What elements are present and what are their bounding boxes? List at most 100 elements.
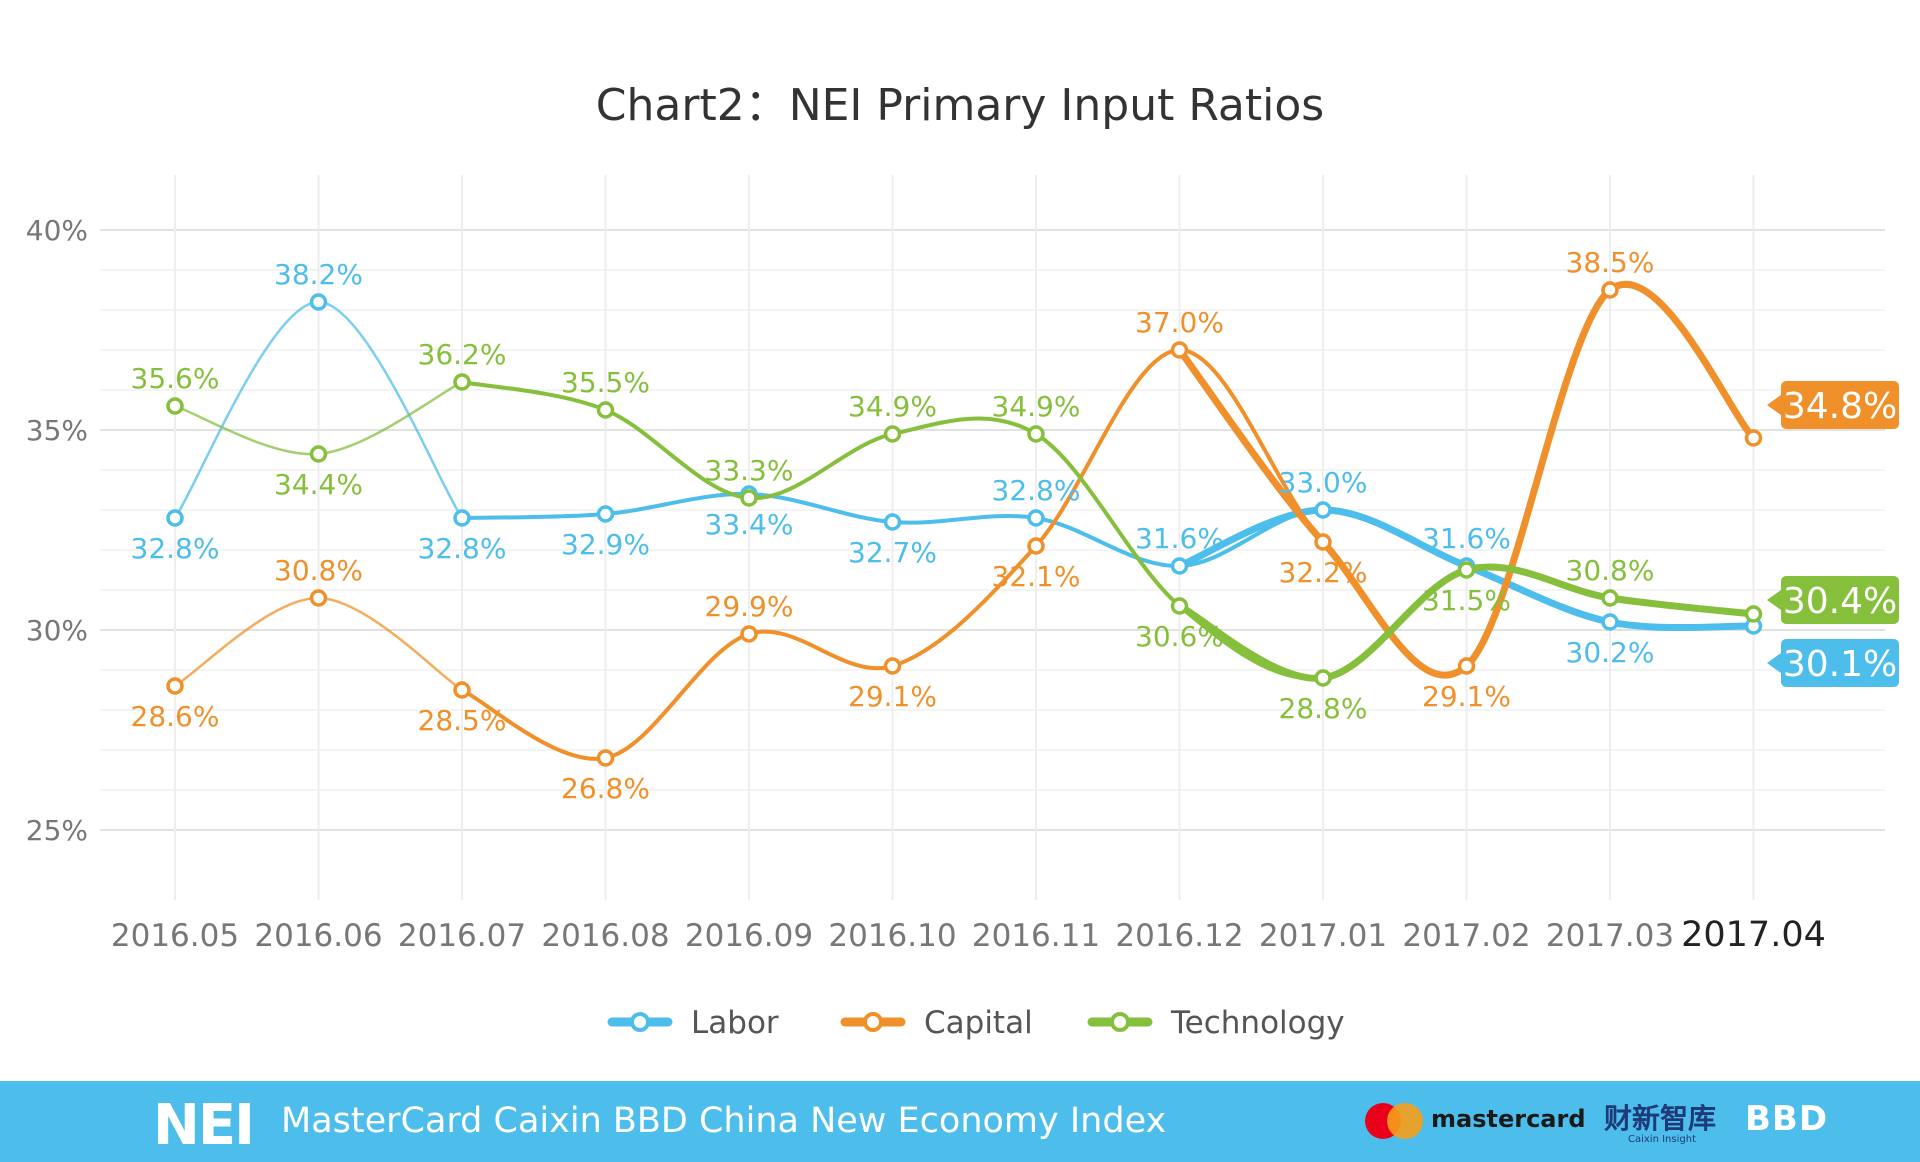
data-label-technology: 36.2% [418,338,507,371]
x-tick-label: 2016.09 [685,918,813,954]
data-label-capital: 30.8% [274,554,363,587]
data-point-technology [453,373,471,391]
chart-title: Chart2：NEI Primary Input Ratios [596,80,1324,131]
data-label-labor: 38.2% [274,258,363,291]
mastercard-logo-icon [1365,1103,1423,1139]
end-badge-labor [1767,639,1899,687]
x-tick-label: 2017.03 [1546,918,1674,954]
data-point-capital [1744,429,1763,447]
data-label-labor: 31.6% [1422,522,1511,555]
line-chart: Chart2：NEI Primary Input Ratios 25% 30% 35%… [26,80,1899,1041]
x-tick-label: 2016.07 [398,918,526,954]
data-point-labor [166,509,184,527]
data-point-technology [1457,561,1476,579]
data-point-capital [1601,281,1619,299]
end-badge-label-technology: 30.4% [1783,581,1897,622]
x-tick-label: 2017.02 [1402,918,1530,954]
data-label-labor: 32.9% [561,528,650,561]
data-label-capital: 37.0% [1135,306,1224,339]
data-label-technology: 34.9% [848,390,937,423]
data-point-labor [883,513,902,531]
legend-label-labor: Labor [691,1005,779,1041]
data-point-labor [453,509,471,527]
data-point-technology [596,401,615,419]
data-label-technology: 31.5% [1422,584,1511,617]
data-point-capital [166,677,184,695]
data-point-technology [740,489,758,507]
legend-marker-technology [1110,1012,1130,1032]
data-point-technology [1601,589,1619,607]
y-tick-label: 25% [26,814,88,847]
data-label-labor: 30.2% [1566,636,1655,669]
end-badge-label-labor: 30.1% [1783,644,1897,685]
data-label-capital: 29.1% [848,680,937,713]
data-point-labor [596,505,615,523]
y-tick-label: 30% [26,614,88,647]
y-tick-label: 40% [26,214,88,247]
data-point-labor [1170,557,1189,575]
data-label-technology: 28.8% [1279,692,1368,725]
data-point-capital [1457,657,1476,675]
data-label-technology: 33.3% [705,454,794,487]
data-label-capital: 26.8% [561,772,650,805]
data-point-capital [453,681,471,699]
data-label-technology: 35.6% [131,362,220,395]
data-point-technology [1314,669,1332,687]
data-label-labor: 33.4% [705,508,794,541]
legend-marker-labor [630,1012,650,1032]
mastercard-wordmark: mastercard [1431,1105,1586,1133]
data-point-technology [1027,425,1045,443]
end-badge-capital [1767,381,1899,429]
data-point-technology [883,425,902,443]
x-tick-label: 2016.10 [828,918,956,954]
data-point-technology [1170,597,1189,615]
data-point-technology [166,397,184,415]
data-label-capital: 28.5% [418,704,507,737]
data-label-labor: 32.8% [418,532,507,565]
bbd-logo: BBD [1745,1099,1829,1139]
data-point-capital [596,749,615,767]
x-tick-label: 2016.12 [1115,918,1243,954]
series-line-capital [461,282,1755,761]
data-label-capital: 29.1% [1422,680,1511,713]
data-point-technology [309,445,328,463]
data-point-labor [1027,509,1045,527]
y-tick-label: 35% [26,414,88,447]
data-label-capital: 32.1% [992,560,1081,593]
data-point-capital [1027,537,1045,555]
data-label-labor: 32.8% [992,474,1081,507]
caixin-logo: 财新智库 [1604,1102,1717,1135]
x-tick-label: 2016.06 [254,918,382,954]
data-point-technology [1744,605,1763,623]
data-label-technology: 30.6% [1135,620,1224,653]
x-tick-label: 2016.05 [111,918,239,954]
data-point-labor [1601,613,1619,631]
data-label-technology: 34.9% [992,390,1081,423]
end-badge-label-capital: 34.8% [1783,386,1897,427]
x-tick-label: 2016.08 [541,918,669,954]
data-label-capital: 32.2% [1279,556,1368,589]
end-badge-technology [1767,576,1899,624]
data-point-labor [309,293,328,311]
data-label-technology: 30.8% [1566,554,1655,587]
x-tick-label: 2016.11 [972,918,1100,954]
data-label-technology: 34.4% [274,468,363,501]
legend-label-capital: Capital [924,1005,1033,1041]
data-point-capital [1314,533,1332,551]
caixin-subtitle: Caixin Insight [1628,1134,1696,1145]
data-point-labor [1314,501,1332,519]
data-point-capital [309,589,328,607]
legend-label-technology: Technology [1170,1005,1345,1041]
nei-logo: NEI [153,1093,255,1158]
data-label-capital: 29.9% [705,590,794,623]
footer-bar: NEI MasterCard Caixin BBD China New Econ… [0,1081,1920,1162]
x-tick-label: 2017.04 [1681,915,1826,955]
data-label-capital: 28.6% [131,700,220,733]
data-label-labor: 33.0% [1279,466,1368,499]
data-label-labor: 31.6% [1135,522,1224,555]
legend-marker-capital [863,1012,883,1032]
data-label-capital: 38.5% [1566,246,1655,279]
x-tick-label: 2017.01 [1259,918,1387,954]
data-point-capital [883,657,902,675]
data-point-capital [740,625,758,643]
